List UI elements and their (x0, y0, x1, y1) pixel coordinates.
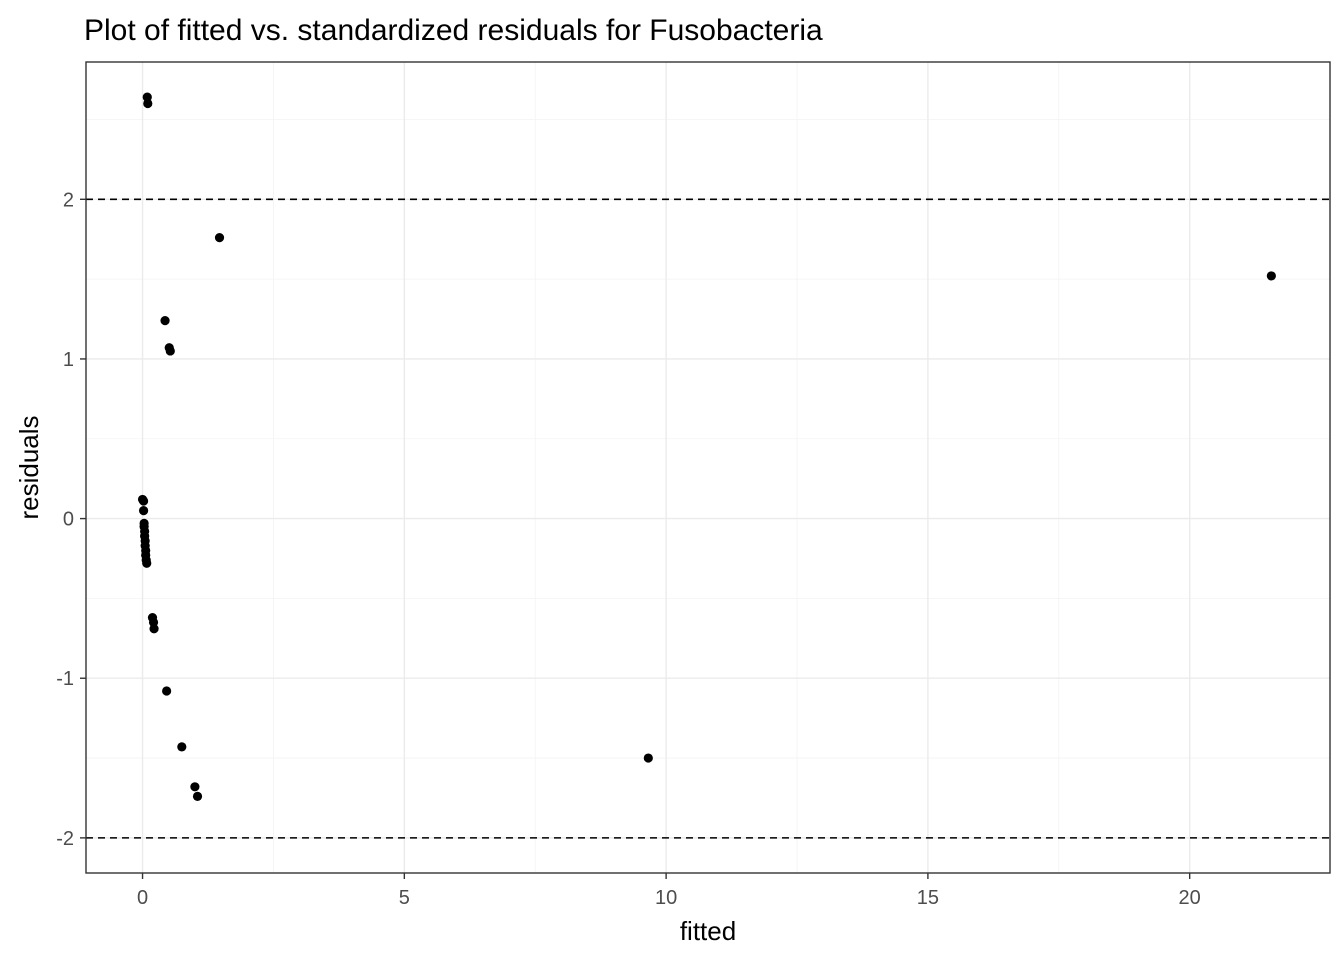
data-points (137, 92, 1276, 801)
data-point (149, 624, 159, 634)
major-gridlines (86, 62, 1330, 873)
x-tick-label: 10 (655, 887, 677, 909)
data-point (192, 791, 203, 801)
x-axis-ticks: 0 5 10 15 20 (137, 873, 1201, 909)
panel-border (85, 61, 1331, 874)
x-tick-label: 0 (137, 887, 148, 909)
y-axis-title: residuals (14, 415, 44, 519)
data-point (162, 686, 172, 696)
reference-lines (86, 198, 1330, 839)
data-point (142, 558, 152, 568)
x-tick-label: 15 (917, 887, 939, 909)
y-tick-label: 0 (63, 509, 74, 531)
data-point (643, 753, 653, 763)
data-point (160, 316, 170, 326)
data-point (138, 496, 149, 506)
y-tick-label: 1 (63, 349, 74, 371)
data-point (190, 782, 200, 792)
y-tick-label: -2 (56, 828, 74, 850)
data-point (1266, 271, 1276, 281)
data-point (165, 346, 175, 356)
x-axis-title: fitted (680, 916, 736, 946)
data-point (177, 742, 187, 752)
y-axis-ticks: -2 -1 0 1 2 (56, 189, 86, 850)
x-tick-label: 5 (399, 887, 410, 909)
chart-title: Plot of fitted vs. standardized residual… (84, 14, 823, 47)
x-tick-label: 20 (1179, 887, 1201, 909)
data-point (214, 233, 225, 243)
data-point (143, 98, 153, 109)
y-tick-label: -1 (56, 668, 74, 690)
y-tick-label: 2 (63, 189, 74, 211)
minor-gridlines (86, 62, 1330, 873)
data-point (138, 506, 149, 516)
